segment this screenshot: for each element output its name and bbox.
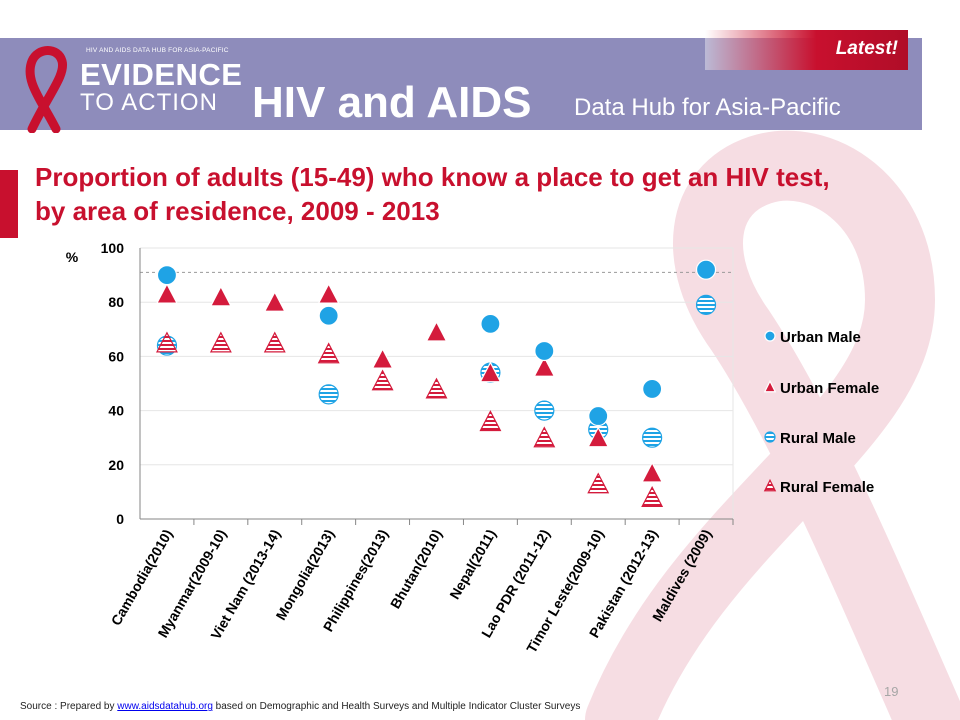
legend-label: Urban Female [780, 380, 879, 397]
urban-male-point [642, 378, 663, 400]
rural-female-point [425, 377, 448, 399]
urban-female-point [641, 461, 664, 483]
rural-female-point [587, 472, 610, 494]
rural-male-point [318, 384, 339, 405]
urban-female-point [209, 285, 232, 307]
rural-male-point [695, 294, 717, 316]
source-suffix: based on Demographic and Health Surveys … [212, 701, 581, 712]
urban-male-point [588, 405, 609, 427]
rural-female-point [479, 410, 502, 432]
urban-male-point [480, 313, 501, 334]
app-title: HIV and AIDS [252, 78, 532, 127]
rural-female-point [533, 426, 556, 448]
rural-male-point [534, 400, 555, 421]
rural-female-point [263, 331, 286, 353]
urban-male-point [318, 305, 339, 326]
legend-label: Rural Female [780, 479, 874, 496]
urban-female-point [371, 347, 394, 369]
x-tick-label: Mongolia(2013) [272, 527, 337, 623]
source-link[interactable]: www.aidsdatahub.org [117, 701, 213, 712]
x-tick-label: Bhutan(2010) [387, 527, 445, 612]
slide-title: Proportion of adults (15-49) who know a … [35, 162, 830, 226]
header-top-strip [0, 30, 922, 38]
y-tick-label: 0 [116, 511, 124, 527]
red-ribbon-icon [25, 46, 68, 133]
y-tick-label: 20 [108, 457, 124, 473]
source-note: Source : Prepared by www.aidsdatahub.org… [20, 701, 580, 712]
legend-label: Urban Male [780, 329, 861, 346]
latest-button[interactable]: Latest! [705, 30, 908, 70]
urban-female-point [317, 282, 340, 304]
evidence-to-action-logo: HIV AND AIDS DATA HUB FOR ASIA-PACIFIC E… [24, 45, 243, 133]
y-tick-label: 80 [108, 294, 124, 310]
urban-female-point [587, 426, 610, 448]
legend-marker [764, 330, 776, 342]
urban-female-point [155, 282, 178, 304]
urban-female-point [263, 290, 286, 312]
urban-female-point [479, 361, 502, 383]
urban-female-point [533, 355, 556, 377]
legend-marker [764, 431, 776, 443]
app-subtitle: Data Hub for Asia-Pacific [574, 94, 841, 121]
rural-female-point [317, 342, 340, 364]
urban-male-point [534, 340, 555, 362]
rural-female-point [209, 331, 232, 353]
rural-female-point [155, 331, 178, 353]
logo-evidence-text: EVIDENCE [80, 57, 243, 92]
y-tick-label: 100 [101, 240, 125, 256]
x-tick-label: Nepal(2011) [446, 527, 499, 602]
logo-action-text: TO ACTION [80, 89, 218, 116]
rural-male-point [642, 427, 663, 448]
page-number: 19 [884, 684, 899, 699]
urban-female-point [425, 320, 448, 342]
rural-female-point [641, 486, 664, 507]
y-tick-label: 40 [108, 403, 124, 419]
legend-label: Rural Male [780, 430, 856, 447]
y-axis-label: % [66, 249, 79, 265]
urban-male-point [156, 265, 178, 286]
y-tick-label: 60 [108, 348, 124, 364]
title-accent-bar [0, 170, 18, 238]
logo-small-text: HIV AND AIDS DATA HUB FOR ASIA-PACIFIC [86, 47, 229, 54]
source-prefix: Source : Prepared by [20, 701, 118, 712]
legend-marker [763, 478, 777, 492]
legend-marker [763, 379, 777, 393]
latest-label: Latest! [835, 38, 898, 59]
urban-male-point [695, 259, 717, 280]
rural-female-point [371, 369, 394, 391]
x-tick-label: Maldives (2009) [649, 527, 715, 625]
